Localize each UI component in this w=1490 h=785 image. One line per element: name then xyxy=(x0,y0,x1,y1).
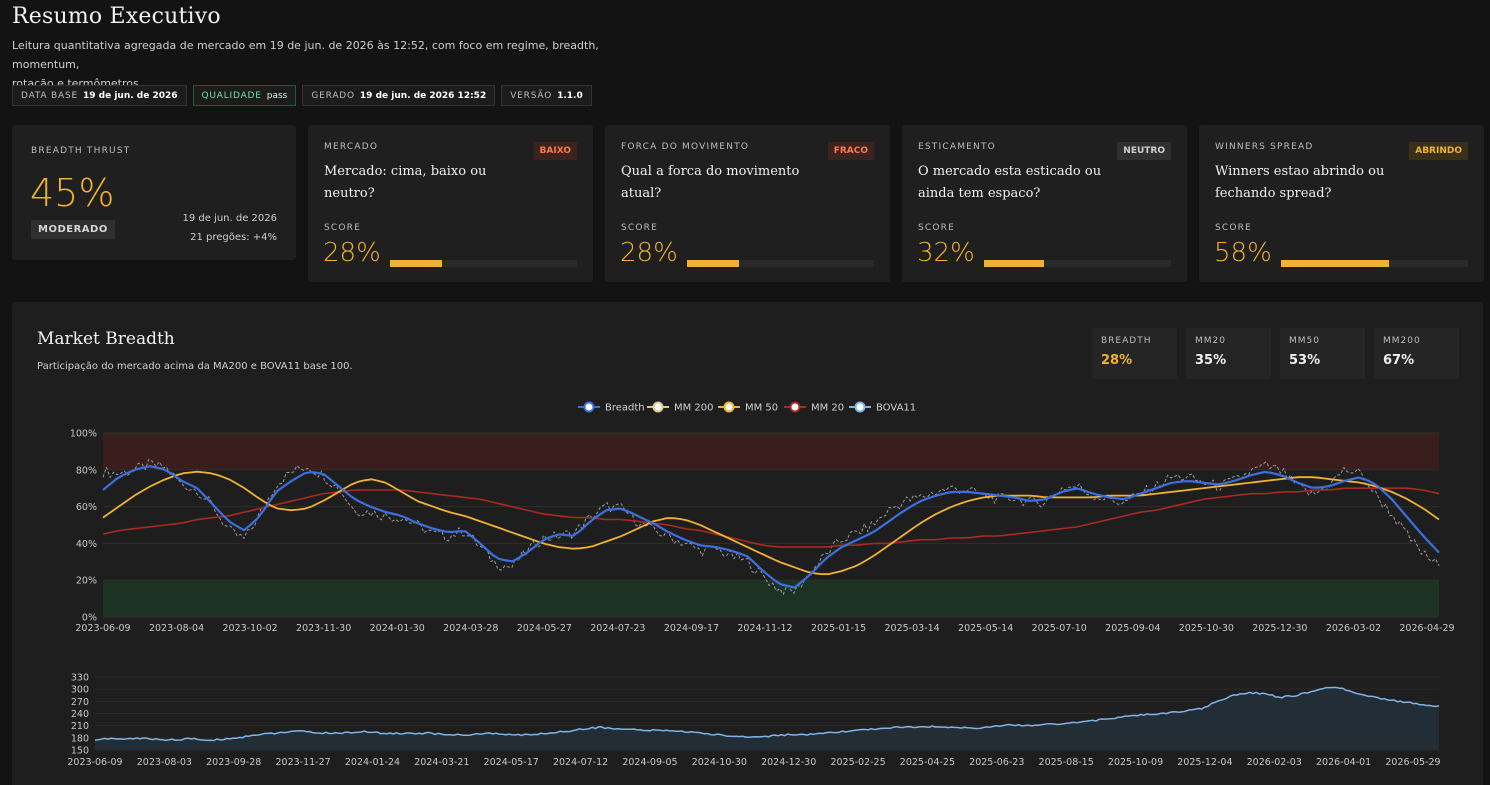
question-card-tag: NEUTRO xyxy=(1117,142,1171,160)
score-bar-fill xyxy=(984,260,1044,267)
chip-label: GERADO xyxy=(311,90,355,101)
score-bar xyxy=(984,260,1171,267)
score-bar-fill xyxy=(390,260,443,267)
chip-value: 19 de jun. de 2026 xyxy=(82,90,178,101)
question-card-score: 58% xyxy=(1214,238,1272,268)
chip-label: VERSÃO xyxy=(510,90,553,101)
chip-gerado: GERADO 19 de jun. de 2026 12:52 xyxy=(302,85,496,106)
question-card-score: 32% xyxy=(917,238,975,268)
question-card-mercado: MERCADO BAIXO Mercado: cima, baixo ou ne… xyxy=(308,125,593,282)
breadth-thrust-label: BREADTH THRUST xyxy=(31,146,131,156)
chip-versao: VERSÃO 1.1.0 xyxy=(501,85,592,106)
question-card-label: MERCADO xyxy=(324,142,379,152)
breadth-thrust-value: 45% xyxy=(30,171,115,215)
breadth-thrust-badge: MODERADO xyxy=(31,220,115,239)
chip-label: QUALIDADE xyxy=(201,90,262,101)
question-card-score-label: SCORE xyxy=(621,223,659,233)
question-card-question: Winners estao abrindo ou fechando spread… xyxy=(1215,164,1385,201)
chip-label: DATA BASE xyxy=(21,90,78,101)
question-card-question: Mercado: cima, baixo ou neutro? xyxy=(324,164,487,201)
question-card-tag: FRACO xyxy=(827,142,874,160)
breadth-thrust-meta: 19 de jun. de 2026 21 pregões: +4% xyxy=(182,209,277,247)
page-title: Resumo Executivo xyxy=(12,4,221,29)
breadth-thrust-sessions: 21 pregões: +4% xyxy=(190,232,277,243)
breadth-thrust-date: 19 de jun. de 2026 xyxy=(182,213,277,224)
question-card-score: 28% xyxy=(620,238,678,268)
stat-value: 67% xyxy=(1383,353,1415,368)
chip-data-base: DATA BASE 19 de jun. de 2026 xyxy=(12,85,187,106)
stat-label: BREADTH xyxy=(1101,336,1152,346)
stat-breadth: BREADTH 28% xyxy=(1092,328,1177,379)
question-card-score-label: SCORE xyxy=(1215,223,1253,233)
stat-value: 53% xyxy=(1289,353,1321,368)
chip-value: pass xyxy=(266,90,288,101)
chip-value: 1.1.0 xyxy=(557,90,583,101)
breadth-thrust-card: BREADTH THRUST 45% MODERADO 19 de jun. d… xyxy=(12,125,296,260)
stat-label: MM50 xyxy=(1289,336,1320,346)
question-card-tag: BAIXO xyxy=(533,142,577,160)
market-breadth-panel: Market Breadth Participação do mercado a… xyxy=(12,302,1483,785)
score-bar-fill xyxy=(1281,260,1390,267)
meta-chips: DATA BASE 19 de jun. de 2026 QUALIDADE pas… xyxy=(12,85,592,106)
question-card-score-label: SCORE xyxy=(324,223,362,233)
question-card-label: WINNERS SPREAD xyxy=(1215,142,1314,152)
chip-value: 19 de jun. de 2026 12:52 xyxy=(359,90,487,101)
stat-mm20: MM20 35% xyxy=(1186,328,1271,379)
question-card-label: ESTICAMENTO xyxy=(918,142,996,152)
question-card-question: Qual a forca do movimento atual? xyxy=(621,164,800,201)
score-bar xyxy=(687,260,874,267)
chip-qualidade: QUALIDADE pass xyxy=(192,85,297,106)
question-card-esticamento: ESTICAMENTO NEUTRO O mercado esta estica… xyxy=(902,125,1187,282)
question-card-winners-spread: WINNERS SPREAD ABRINDO Winners estao abr… xyxy=(1199,125,1484,282)
stat-mm50: MM50 53% xyxy=(1280,328,1365,379)
score-bar-fill xyxy=(687,260,740,267)
question-card-question: O mercado esta esticado ou ainda tem esp… xyxy=(918,164,1102,201)
stat-mm200: MM200 67% xyxy=(1374,328,1459,379)
question-card-tag: ABRINDO xyxy=(1409,142,1468,160)
stat-boxes: BREADTH 28% MM20 35% MM50 53% MM200 67% xyxy=(1092,328,1459,379)
question-card-forca: FORCA DO MOVIMENTO FRACO Qual a forca do… xyxy=(605,125,890,282)
stat-value: 28% xyxy=(1101,353,1133,368)
question-card-label: FORCA DO MOVIMENTO xyxy=(621,142,750,152)
panel-subtitle: Participação do mercado acima da MA200 e… xyxy=(37,361,353,372)
stat-label: MM200 xyxy=(1383,336,1421,346)
page-header: Resumo Executivo Leitura quantitativa ag… xyxy=(12,4,632,93)
page-subtitle-line1: Leitura quantitativa agregada de mercado… xyxy=(12,39,599,71)
score-bar xyxy=(1281,260,1468,267)
question-card-score-label: SCORE xyxy=(918,223,956,233)
stat-label: MM20 xyxy=(1195,336,1226,346)
question-card-score: 28% xyxy=(323,238,381,268)
score-bar xyxy=(390,260,577,267)
panel-title: Market Breadth xyxy=(37,329,175,349)
stat-value: 35% xyxy=(1195,353,1227,368)
